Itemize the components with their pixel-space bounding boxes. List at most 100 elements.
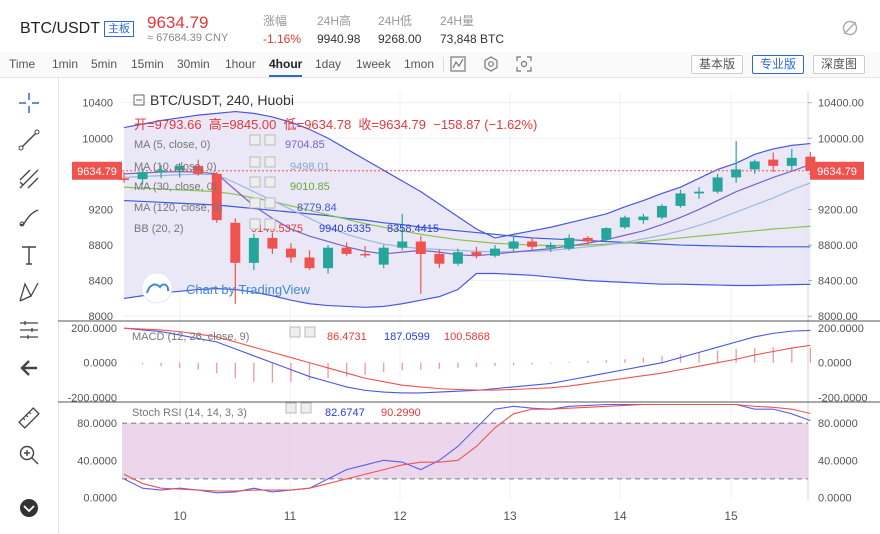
price-axes: 10400.00 10400 10000.00 10000 9600.00 9600 920… [67, 98, 867, 523]
grid-lines [122, 92, 809, 500]
tradingview-watermark: Chart by TradingView [141, 272, 311, 304]
stat-value: 9940.98 [317, 32, 361, 46]
brush-icon[interactable] [17, 205, 41, 229]
price-tick-label-right: 9200.00 [818, 204, 858, 216]
price-tick-label-right: 10400.00 [818, 98, 864, 110]
tf-1mon[interactable]: 1mon [404, 57, 435, 71]
pair-title[interactable]: BTC/USDT [20, 20, 100, 37]
basic-view-button[interactable]: 基本版 [691, 55, 744, 74]
pattern-icon[interactable] [17, 280, 41, 304]
candle-body [675, 193, 686, 206]
toolbar-divider [443, 57, 444, 72]
rsi-label: Stoch RSI (14, 14, 3, 3) [132, 407, 247, 419]
tf-1hour[interactable]: 1hour [225, 57, 256, 71]
candle-body [211, 173, 222, 221]
candle-body [564, 237, 575, 249]
tradingview-logo-icon [146, 283, 170, 294]
tf-1week[interactable]: 1week [356, 57, 391, 71]
tf-1day[interactable]: 1day [315, 57, 342, 71]
trend-line-icon[interactable] [17, 128, 41, 152]
candle-body [230, 222, 241, 263]
rsi-legend: Stoch RSI (14, 14, 3, 3) 82.6747 90.2990 [132, 407, 421, 419]
hide-icon[interactable] [842, 20, 858, 36]
ma5-label: MA (5, close, 0) [134, 139, 210, 151]
candle-body [304, 257, 315, 269]
rsi-tick-label-right: 0.0000 [818, 493, 852, 505]
candle-body [471, 252, 482, 256]
ma30-value: 9010.85 [290, 181, 330, 193]
candle-body [434, 253, 445, 264]
back-arrow-icon[interactable] [17, 356, 41, 380]
last-price-tag-left [72, 161, 122, 180]
ma120-settings-icon [249, 197, 261, 209]
macd-pane [123, 327, 811, 394]
ma120-close-icon [264, 197, 276, 209]
collapse-icon[interactable] [133, 94, 145, 106]
candle-body [415, 241, 426, 254]
watermark-text: Chart by TradingView [186, 282, 311, 297]
ma30-settings-icon [249, 176, 261, 188]
stat-value: 73,848 BTC [440, 32, 505, 46]
settings-icon[interactable] [483, 56, 499, 72]
ma30-label: MA (30, close, 0) [134, 181, 217, 193]
expand-icon[interactable] [17, 496, 41, 520]
rsi-close-icon [300, 402, 312, 414]
price-tick-label-left: 9200 [89, 204, 113, 216]
candle-body [619, 217, 630, 228]
tf-30min[interactable]: 30min [177, 57, 210, 71]
rsi-d-value: 90.2990 [381, 407, 421, 419]
candle-body [656, 205, 667, 218]
macd-hist-value: 86.4731 [327, 331, 367, 343]
crosshair-icon[interactable] [17, 91, 41, 115]
rsi-band-fill [122, 423, 808, 479]
macd-tick-label-right: 200.0000 [818, 323, 864, 335]
price-tick-label-right: 8800.00 [818, 240, 858, 252]
candlesticks [119, 140, 816, 304]
macd-close-icon [304, 326, 316, 338]
time-tick-label: 12 [393, 509, 407, 523]
price-tick-label-left: 10000 [82, 133, 113, 145]
pitchfork-icon[interactable] [17, 167, 41, 191]
ma30-close-icon [264, 176, 276, 188]
tf-1min[interactable]: 1min [52, 57, 79, 71]
macd-line [123, 327, 811, 394]
candle-body [768, 159, 779, 166]
price-tick-label-left: 8400 [89, 276, 113, 288]
last-price-tag-right [810, 161, 864, 180]
tf-4hour[interactable]: 4hour [269, 52, 303, 77]
candle-body [545, 245, 556, 248]
rsi-tick-label-left: 40.0000 [77, 455, 117, 467]
screenshot-icon[interactable] [516, 56, 532, 72]
ohlc-readout: 开=9793.66 高=9845.00 低=9634.78 收=9634.79 … [134, 117, 537, 132]
rsi-settings-icon [285, 402, 297, 414]
indicator-chart-icon[interactable] [450, 56, 466, 72]
candle-body [137, 172, 148, 180]
bb-upper-line [123, 110, 811, 239]
price-tick-label-right: 8000.00 [818, 311, 858, 323]
ma120-value: 8779.84 [297, 202, 337, 214]
stat-label: 涨幅 [263, 14, 288, 28]
price-tick-label-left: 9600 [89, 169, 113, 181]
text-tool-icon[interactable] [17, 243, 41, 267]
ma120-line [123, 199, 811, 248]
macd-settings-icon [289, 326, 301, 338]
measure-icon[interactable] [17, 318, 41, 342]
ruler-icon[interactable] [17, 406, 41, 430]
chart-title: BTC/USDT, 240, Huobi [150, 92, 294, 108]
candle-body [360, 253, 371, 256]
depth-chart-button[interactable]: 深度图 [813, 55, 866, 74]
legend-icons [249, 134, 316, 414]
tf-time[interactable]: Time [9, 57, 36, 71]
bb-close-icon [264, 218, 276, 230]
candle-body [638, 216, 649, 221]
stat-label: 24H高 [317, 14, 352, 28]
rsi-tick-label-left: 0.0000 [83, 493, 117, 505]
macd-label: MACD (12, 26, close, 9) [132, 331, 249, 343]
tf-5min[interactable]: 5min [91, 57, 118, 71]
candle-body [119, 178, 129, 181]
time-tick-label: 15 [724, 509, 738, 523]
pro-view-button[interactable]: 专业版 [752, 55, 805, 74]
tf-15min[interactable]: 15min [131, 57, 164, 71]
zoom-in-icon[interactable] [17, 443, 41, 467]
